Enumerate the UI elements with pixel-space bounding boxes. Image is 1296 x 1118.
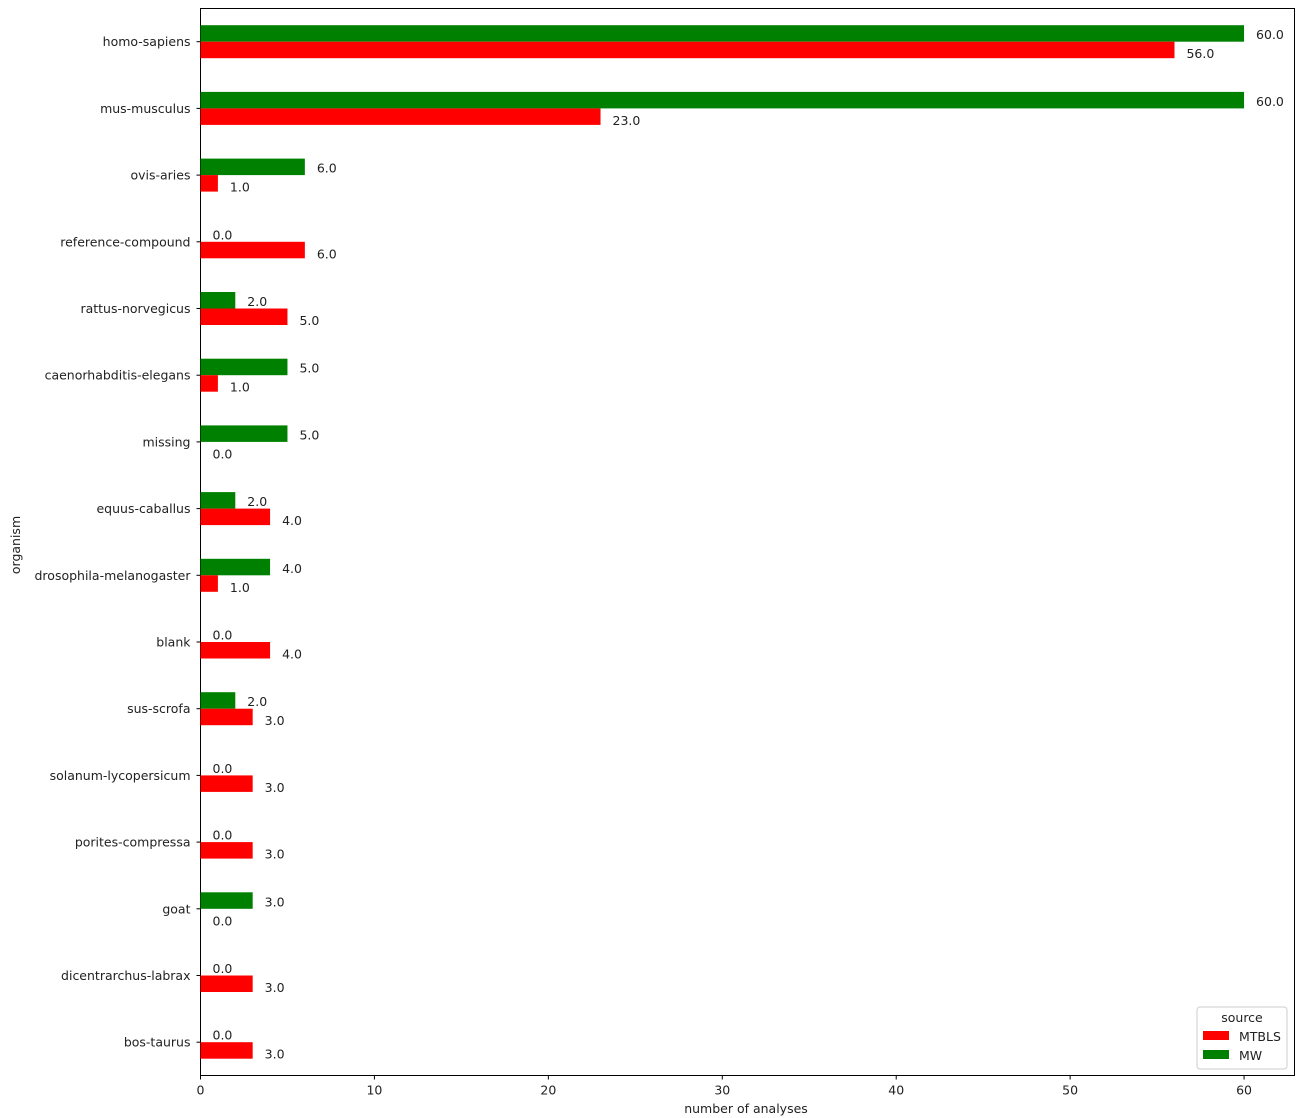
y-tick-label-bos-taurus: bos-taurus <box>124 1035 191 1050</box>
bar-mw-equus-caballus <box>200 492 236 509</box>
bar-mtbls-solanum-lycopersicum <box>200 775 253 792</box>
bar-label-mtbls-ovis-aries: 1.0 <box>230 180 250 195</box>
bar-label-mw-missing: 5.0 <box>299 427 319 442</box>
bar-label-mw-goat: 3.0 <box>265 894 285 909</box>
bar-label-mw-bos-taurus: 0.0 <box>213 1028 233 1043</box>
legend-swatch-mtbls <box>1203 1031 1229 1040</box>
legend-title: source <box>1221 1010 1263 1025</box>
legend-label-mw: MW <box>1239 1048 1262 1063</box>
x-tick-label-10: 10 <box>366 1083 382 1098</box>
x-tick-label-60: 60 <box>1236 1083 1252 1098</box>
y-tick-label-homo-sapiens: homo-sapiens <box>103 34 191 49</box>
bar-label-mw-porites-compressa: 0.0 <box>213 828 233 843</box>
x-tick-label-50: 50 <box>1062 1083 1078 1098</box>
bar-mw-missing <box>200 425 288 442</box>
bar-label-mw-caenorhabditis-elegans: 5.0 <box>299 361 319 376</box>
bar-mtbls-reference-compound <box>200 241 305 259</box>
x-tick-label-0: 0 <box>197 1083 205 1098</box>
bar-label-mw-homo-sapiens: 60.0 <box>1256 27 1284 42</box>
bar-label-mtbls-mus-musculus: 23.0 <box>613 113 641 128</box>
bar-label-mw-blank: 0.0 <box>213 628 233 643</box>
bar-label-mtbls-homo-sapiens: 56.0 <box>1186 46 1214 61</box>
y-tick-label-solanum-lycopersicum: solanum-lycopersicum <box>50 768 191 783</box>
legend: source MTBLS MW <box>1196 1006 1288 1070</box>
bar-label-mw-solanum-lycopersicum: 0.0 <box>213 761 233 776</box>
bar-mtbls-mus-musculus <box>200 108 601 125</box>
bar-mtbls-sus-scrofa <box>200 708 253 726</box>
bar-mw-ovis-aries <box>200 158 305 176</box>
bar-mw-goat <box>200 892 253 909</box>
x-axis-label: number of analyses <box>684 1101 808 1116</box>
legend-label-mtbls: MTBLS <box>1239 1029 1281 1044</box>
y-tick-label-ovis-aries: ovis-aries <box>130 168 190 183</box>
bar-mtbls-dicentrarchus-labrax <box>200 975 253 992</box>
y-tick-label-dicentrarchus-labrax: dicentrarchus-labrax <box>61 968 190 983</box>
x-tick-label-40: 40 <box>888 1083 904 1098</box>
bar-mtbls-porites-compressa <box>200 842 253 859</box>
bar-label-mtbls-equus-caballus: 4.0 <box>282 513 302 528</box>
plot-frame <box>200 8 1295 1076</box>
bar-mtbls-ovis-aries <box>200 175 218 192</box>
bar-mw-drosophila-melanogaster <box>200 558 271 576</box>
bar-mtbls-drosophila-melanogaster <box>200 575 218 592</box>
bar-mtbls-blank <box>200 642 271 659</box>
bar-mw-caenorhabditis-elegans <box>200 358 288 376</box>
bar-label-mtbls-reference-compound: 6.0 <box>317 246 337 261</box>
bar-label-mtbls-caenorhabditis-elegans: 1.0 <box>230 380 250 395</box>
legend-swatch-mw <box>1203 1050 1229 1059</box>
plot-area <box>200 8 1295 1076</box>
bar-label-mtbls-dicentrarchus-labrax: 3.0 <box>265 980 285 995</box>
bar-label-mw-ovis-aries: 6.0 <box>317 161 337 176</box>
bars <box>200 25 1245 1059</box>
bar-mtbls-bos-taurus <box>200 1042 253 1059</box>
bar-label-mw-rattus-norvegicus: 2.0 <box>247 294 267 309</box>
y-tick-label-reference-compound: reference-compound <box>60 234 190 249</box>
y-tick-label-drosophila-melanogaster: drosophila-melanogaster <box>35 568 192 583</box>
y-tick-label-porites-compressa: porites-compressa <box>75 835 191 850</box>
bar-mw-rattus-norvegicus <box>200 292 236 309</box>
bar-labels: 60.0 56.0 60.0 23.0 6.0 1.0 0.0 6.0 2.0 5.0 5.0 1.0… <box>213 27 1284 1062</box>
x-tick-label-30: 30 <box>714 1083 730 1098</box>
y-axis-label: organism <box>8 516 23 574</box>
bar-label-mtbls-rattus-norvegicus: 5.0 <box>299 313 319 328</box>
y-tick-label-sus-scrofa: sus-scrofa <box>127 701 190 716</box>
y-tick-label-caenorhabditis-elegans: caenorhabditis-elegans <box>45 368 191 383</box>
bar-mtbls-equus-caballus <box>200 508 271 526</box>
bar-label-mw-reference-compound: 0.0 <box>213 227 233 242</box>
bar-label-mtbls-solanum-lycopersicum: 3.0 <box>265 780 285 795</box>
bar-label-mtbls-goat: 0.0 <box>213 913 233 928</box>
bar-mtbls-caenorhabditis-elegans <box>200 375 218 392</box>
y-tick-label-missing: missing <box>142 434 190 449</box>
y-tick-label-equus-caballus: equus-caballus <box>96 501 190 516</box>
x-tick-label-20: 20 <box>540 1083 556 1098</box>
bar-label-mtbls-bos-taurus: 3.0 <box>265 1047 285 1062</box>
bar-label-mtbls-sus-scrofa: 3.0 <box>265 713 285 728</box>
bar-label-mw-drosophila-melanogaster: 4.0 <box>282 561 302 576</box>
y-tick-label-rattus-norvegicus: rattus-norvegicus <box>80 301 190 316</box>
bar-label-mw-dicentrarchus-labrax: 0.0 <box>213 961 233 976</box>
bar-label-mw-equus-caballus: 2.0 <box>247 494 267 509</box>
bar-label-mw-mus-musculus: 60.0 <box>1256 94 1284 109</box>
bar-label-mtbls-missing: 0.0 <box>213 446 233 461</box>
bar-mw-mus-musculus <box>200 91 1245 109</box>
y-tick-label-blank: blank <box>156 635 191 650</box>
bar-mtbls-rattus-norvegicus <box>200 308 288 325</box>
y-tick-label-goat: goat <box>162 901 190 916</box>
bar-mtbls-homo-sapiens <box>200 41 1175 59</box>
bar-mw-homo-sapiens <box>200 25 1245 42</box>
bar-label-mtbls-porites-compressa: 3.0 <box>265 847 285 862</box>
x-axis: 0 10 20 30 40 50 60 <box>197 1075 1252 1098</box>
bar-mw-sus-scrofa <box>200 692 236 709</box>
bar-label-mw-sus-scrofa: 2.0 <box>247 694 267 709</box>
bar-label-mtbls-blank: 4.0 <box>282 647 302 662</box>
y-tick-label-mus-musculus: mus-musculus <box>100 101 190 116</box>
bar-label-mtbls-drosophila-melanogaster: 1.0 <box>230 580 250 595</box>
y-axis: homo-sapiens mus-musculus ovis-aries refere… <box>35 34 201 1050</box>
